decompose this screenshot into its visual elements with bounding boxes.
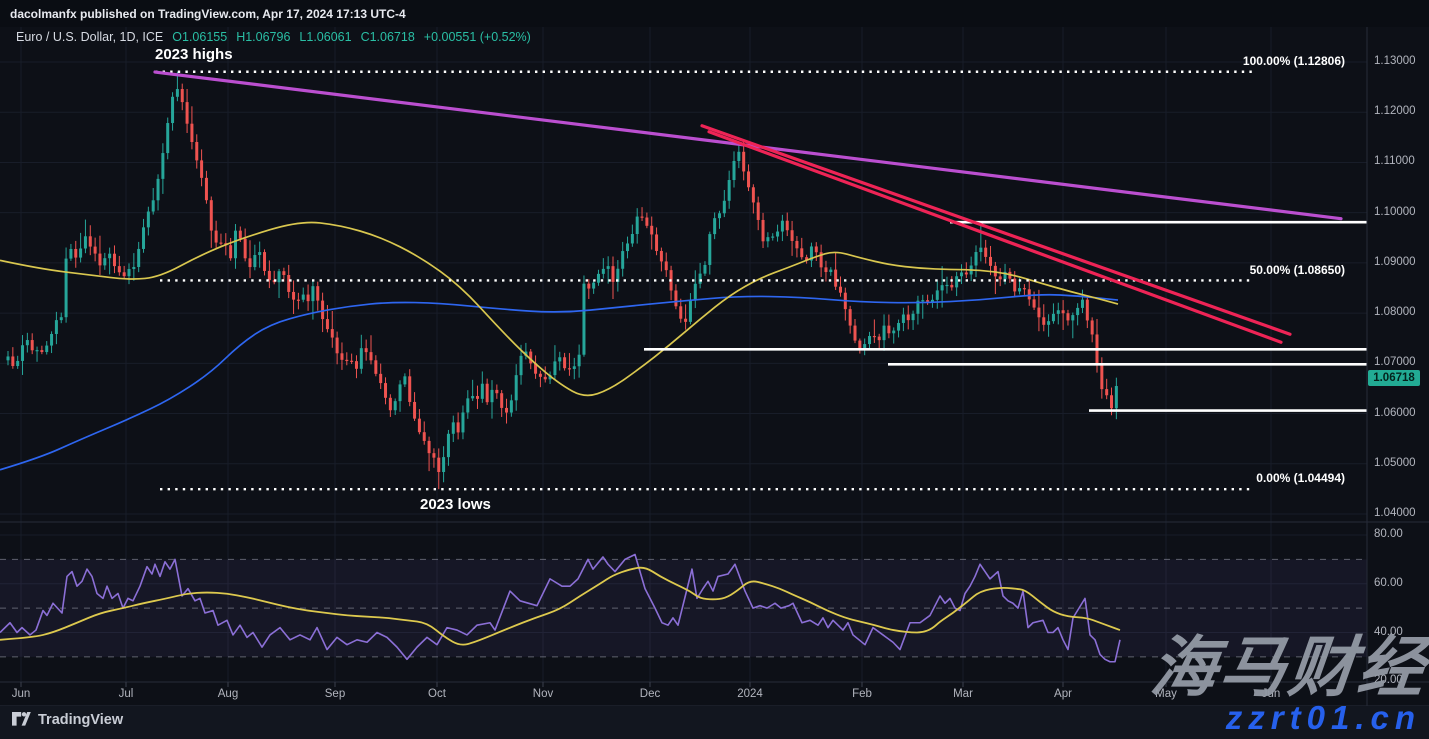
last-price-tag: 1.06718 [1368, 370, 1420, 386]
rsi-axis-label[interactable]: 40.00 [1374, 625, 1403, 638]
time-axis-label[interactable]: Aug [217, 688, 239, 700]
price-axis-label[interactable]: 1.05000 [1374, 456, 1416, 469]
fib-label-100[interactable]: 100.00% (1.12806) [1242, 54, 1345, 68]
price-axis-label[interactable]: 1.06000 [1374, 406, 1416, 419]
trendlines[interactable] [153, 70, 1343, 344]
symbol-legend[interactable]: Euro / U.S. Dollar, 1D, ICE O1.06155 H1.06… [16, 30, 531, 44]
ohlc-high: H1.06796 [236, 30, 291, 44]
price-axis-label[interactable]: 1.09000 [1374, 255, 1416, 268]
fib-label-50[interactable]: 50.00% (1.08650) [1249, 263, 1345, 277]
annotation-2023-lows[interactable]: 2023 lows [420, 496, 491, 513]
price-axis-label[interactable]: 1.07000 [1374, 356, 1416, 369]
price-axis-label[interactable]: 1.13000 [1374, 55, 1416, 67]
rsi-lines [0, 553, 1121, 663]
ohlc-close: C1.06718 [360, 30, 415, 44]
time-axis-label[interactable]: May [1155, 688, 1177, 700]
time-axis-label[interactable]: Feb [852, 688, 872, 700]
fib-label-0[interactable]: 0.00% (1.04494) [1256, 471, 1345, 485]
rsi-band [0, 558, 1367, 658]
time-axis-label[interactable]: Mar [953, 688, 973, 700]
tradingview-logo[interactable]: TradingView [12, 712, 123, 728]
publish-bar: dacolmanfx published on TradingView.com,… [0, 0, 1429, 27]
price-axis-label[interactable]: 1.08000 [1374, 306, 1416, 319]
rsi-axis-label[interactable]: 60.00 [1374, 576, 1403, 589]
time-axis-label[interactable]: Sep [324, 688, 346, 700]
watermark-cn: 海马财经 [1147, 630, 1429, 704]
moving-averages [0, 221, 1119, 471]
ohlc-open: O1.06155 [172, 30, 228, 44]
price-axis-label[interactable]: 1.11000 [1374, 155, 1415, 168]
price-axis-label[interactable]: 1.10000 [1374, 205, 1416, 218]
candlestick-series [6, 71, 1118, 490]
time-axis-label[interactable]: Jun [1261, 688, 1281, 700]
symbol-title[interactable]: Euro / U.S. Dollar, 1D, ICE [16, 30, 164, 44]
price-axis-label[interactable]: 1.04000 [1374, 506, 1416, 519]
time-axis-label[interactable]: Apr [1054, 688, 1072, 700]
support-resistance-rays[interactable] [644, 220, 1367, 412]
watermark-url: zzrt01.cn [1225, 699, 1421, 736]
tradingview-logo-icon [12, 712, 31, 728]
time-axis-label[interactable]: Dec [639, 688, 661, 700]
grid-lines [0, 27, 1367, 682]
annotation-2023-highs[interactable]: 2023 highs [155, 46, 233, 63]
fib-retracement-lines[interactable] [155, 70, 1253, 491]
tradingview-logo-text: TradingView [38, 712, 124, 728]
time-axis-label[interactable]: 2024 [737, 688, 763, 700]
rsi-axis-label[interactable]: 80.00 [1374, 528, 1403, 540]
time-axis-label[interactable]: Jul [118, 688, 134, 700]
ohlc-change: +0.00551 (+0.52%) [423, 30, 531, 44]
publish-text: dacolmanfx published on TradingView.com,… [10, 6, 406, 21]
time-axis-label[interactable]: Jun [11, 688, 31, 700]
price-axis-label[interactable]: 1.12000 [1374, 105, 1416, 118]
time-axis-label[interactable]: Oct [428, 688, 446, 700]
time-axis-label[interactable]: Nov [532, 688, 554, 700]
rsi-axis-label[interactable]: 20.00 [1374, 674, 1403, 687]
ohlc-low: L1.06061 [299, 30, 352, 44]
footer-strip [0, 706, 1429, 739]
